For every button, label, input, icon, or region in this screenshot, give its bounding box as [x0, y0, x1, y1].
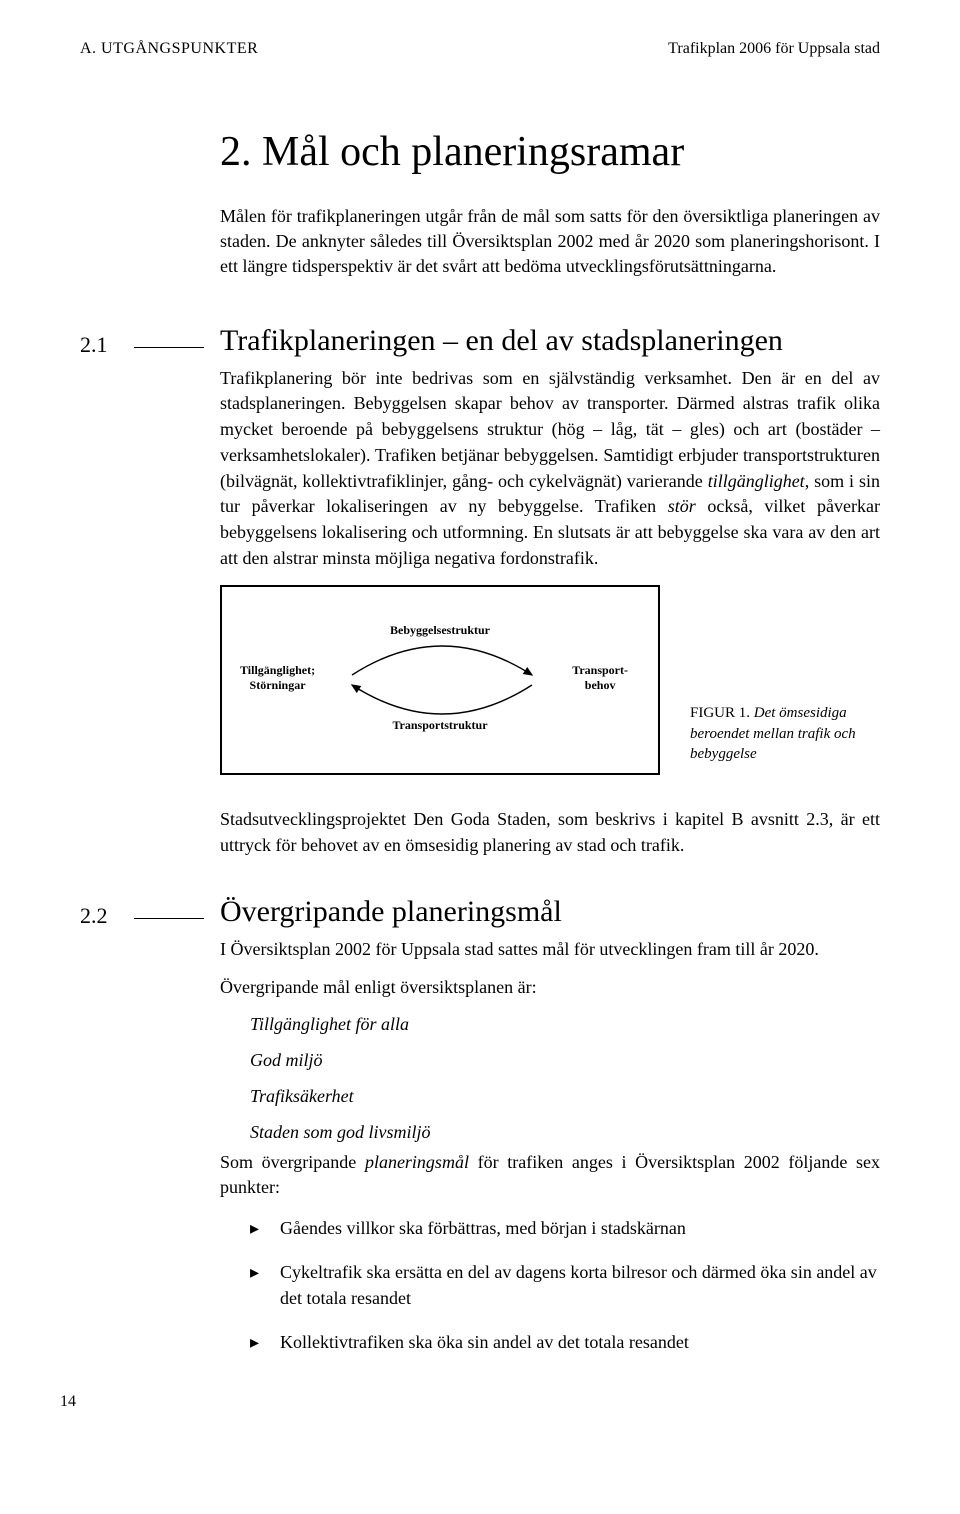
- diagram-right-label-line1: Transport-: [572, 663, 628, 677]
- bullet-marker-icon: ▸: [250, 1329, 280, 1355]
- page: A. UTGÅNGSPUNKTER Trafikplan 2006 för Up…: [0, 0, 960, 1431]
- chapter-title: 2. Mål och planeringsramar: [80, 128, 880, 176]
- section-body-after-diagram: Stadsutvecklingsprojektet Den Goda Stade…: [80, 807, 880, 858]
- diagram-wrapper: Bebyggelsestruktur Tillgänglighet; Störn…: [220, 585, 880, 785]
- figure-caption: FIGUR 1. Det ömsesidiga beroendet mellan…: [690, 703, 900, 764]
- goal-item: Trafiksäkerhet: [250, 1078, 880, 1114]
- diagram-top-label: Bebyggelsestruktur: [386, 623, 494, 638]
- diagram-right-label: Transport- behov: [572, 663, 628, 693]
- bullet-text: Kollektivtrafiken ska öka sin andel av d…: [280, 1329, 880, 1355]
- figure-caption-label: FIGUR 1.: [690, 705, 750, 721]
- diagram-left-label: Tillgänglighet; Störningar: [240, 663, 315, 693]
- section-title: Trafikplaneringen – en del av stadsplane…: [220, 324, 783, 358]
- diagram-bottom-label: Transportstruktur: [388, 718, 491, 733]
- goal-item: Tillgänglighet för alla: [250, 1006, 880, 1042]
- section-title: Övergripande planeringsmål: [220, 895, 562, 929]
- section-body: Trafikplanering bör inte bedrivas som en…: [80, 366, 880, 572]
- section-rule: [134, 347, 204, 348]
- section-2-1: 2.1 Trafikplaneringen – en del av stadsp…: [80, 324, 880, 859]
- bullet-marker-icon: ▸: [250, 1215, 280, 1241]
- bullet-item: ▸ Kollektivtrafiken ska öka sin andel av…: [250, 1329, 880, 1355]
- section-number: 2.2: [80, 903, 134, 929]
- bullet-item: ▸ Gåendes villkor ska förbättras, med bö…: [250, 1215, 880, 1241]
- section-heading-row: 2.1 Trafikplaneringen – en del av stadsp…: [80, 324, 880, 358]
- section-body: I Översiktsplan 2002 för Uppsala stad sa…: [80, 937, 880, 963]
- header-left: A. UTGÅNGSPUNKTER: [80, 40, 258, 58]
- section-paragraph: Stadsutvecklingsprojektet Den Goda Stade…: [220, 807, 880, 858]
- chapter-intro: Målen för trafikplaneringen utgår från d…: [80, 204, 880, 280]
- diagram-left-label-line1: Tillgänglighet;: [240, 663, 315, 677]
- running-header: A. UTGÅNGSPUNKTER Trafikplan 2006 för Up…: [80, 40, 880, 58]
- section-heading-row: 2.2 Övergripande planeringsmål: [80, 895, 880, 929]
- diagram-right-label-line2: behov: [585, 678, 616, 692]
- goals-list: Tillgänglighet för alla God miljö Trafik…: [80, 1006, 880, 1150]
- section-paragraph: Trafikplanering bör inte bedrivas som en…: [220, 366, 880, 572]
- section-number: 2.1: [80, 332, 134, 358]
- diagram-box: Bebyggelsestruktur Tillgänglighet; Störn…: [220, 585, 660, 775]
- bullet-item: ▸ Cykeltrafik ska ersätta en del av dage…: [250, 1259, 880, 1311]
- page-number: 14: [60, 1393, 76, 1411]
- goal-item: Staden som god livsmiljö: [250, 1114, 880, 1150]
- bullets-intro-text: Som övergripande planeringsmål för trafi…: [220, 1150, 880, 1201]
- bullet-text: Cykeltrafik ska ersätta en del av dagens…: [280, 1259, 880, 1311]
- section-2-2: 2.2 Övergripande planeringsmål I Översik…: [80, 895, 880, 1356]
- bullet-text: Gåendes villkor ska förbättras, med börj…: [280, 1215, 880, 1241]
- section-intro: I Översiktsplan 2002 för Uppsala stad sa…: [220, 937, 880, 963]
- goals-heading: Övergripande mål enligt översiktsplanen …: [80, 977, 880, 998]
- header-right: Trafikplan 2006 för Uppsala stad: [668, 40, 880, 58]
- bullet-list: ▸ Gåendes villkor ska förbättras, med bö…: [80, 1215, 880, 1355]
- diagram-left-label-line2: Störningar: [250, 678, 306, 692]
- section-rule: [134, 918, 204, 919]
- goal-item: God miljö: [250, 1042, 880, 1078]
- bullets-intro: Som övergripande planeringsmål för trafi…: [80, 1150, 880, 1201]
- bullet-marker-icon: ▸: [250, 1259, 280, 1311]
